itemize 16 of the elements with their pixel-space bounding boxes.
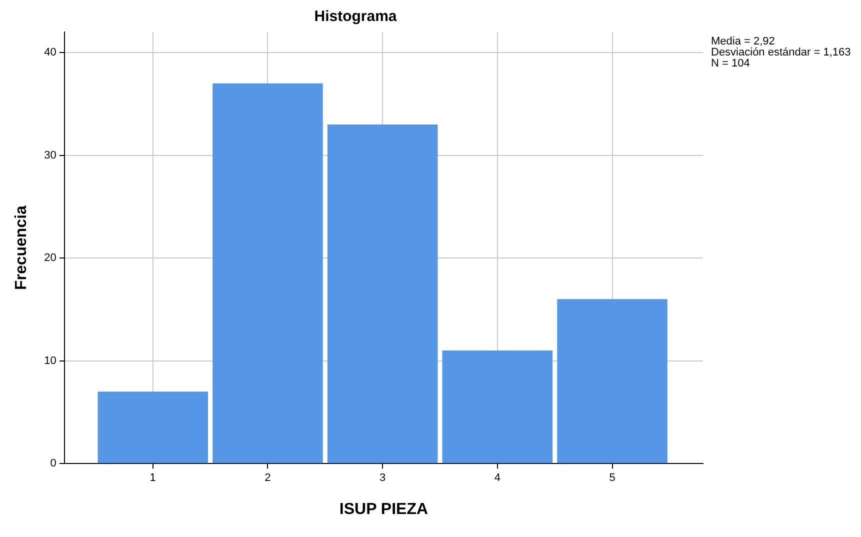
- x-tick-label: 3: [380, 472, 386, 484]
- chart-title: Histograma: [314, 8, 398, 26]
- y-tick-label: 20: [44, 252, 56, 264]
- y-axis-title: Frecuencia: [13, 205, 30, 290]
- x-tick-label: 4: [494, 472, 500, 484]
- y-tick-label: 40: [44, 46, 56, 59]
- x-tick-label: 5: [609, 472, 616, 484]
- y-tick-label: 0: [50, 458, 56, 470]
- y-tick-label: 30: [44, 149, 56, 162]
- y-tick-label: 10: [44, 354, 56, 367]
- text: Media = 2,92: [711, 36, 775, 48]
- text: N = 104: [711, 58, 750, 70]
- x-tick-label: 1: [150, 472, 156, 484]
- text: Desviación estándar = 1,163: [711, 46, 851, 59]
- x-axis-title: ISUP PIEZA: [339, 500, 428, 518]
- x-tick-label: 2: [264, 472, 271, 484]
